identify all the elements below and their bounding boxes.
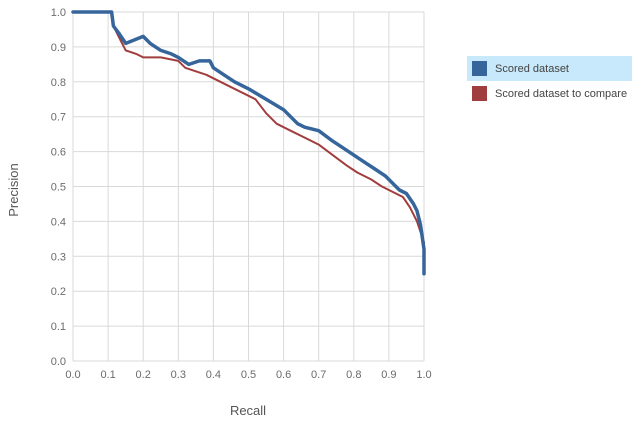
x-tick-label: 0.2 (136, 369, 151, 381)
y-tick-label: 0.0 (51, 356, 66, 368)
x-tick-label: 0.6 (276, 369, 291, 381)
x-axis-title: Recall (230, 403, 266, 418)
grid-lines (72, 11, 425, 362)
y-tick-label: 0.4 (51, 216, 66, 228)
series-line-scored-dataset[interactable] (71, 10, 426, 276)
x-tick-label: 0.3 (171, 369, 186, 381)
x-tick-labels: 0.0 0.1 0.2 0.3 0.4 0.5 0.6 0.7 0.8 0.9 1.0 (65, 369, 431, 381)
y-tick-label: 0.3 (51, 251, 66, 263)
legend-swatch (472, 61, 487, 76)
legend-swatch (472, 86, 487, 101)
y-tick-label: 0.2 (51, 286, 66, 298)
legend: Scored dataset Scored dataset to compare (467, 56, 632, 106)
x-tick-label: 0.9 (381, 369, 396, 381)
y-tick-label: 0.9 (51, 42, 66, 54)
x-tick-label: 0.0 (65, 369, 80, 381)
y-tick-label: 0.6 (51, 147, 66, 159)
legend-item-scored-dataset[interactable]: Scored dataset (467, 56, 632, 81)
legend-label: Scored dataset (495, 62, 569, 75)
series-line-scored-dataset-to-compare[interactable] (72, 11, 425, 275)
legend-item-scored-dataset-to-compare[interactable]: Scored dataset to compare (467, 81, 632, 106)
y-tick-labels: 0.0 0.1 0.2 0.3 0.4 0.5 0.6 0.7 0.8 0.9 1.0 (51, 7, 66, 368)
y-tick-label: 1.0 (51, 7, 66, 19)
y-axis-title: Precision (6, 163, 21, 216)
series-lines (71, 10, 426, 276)
x-tick-label: 1.0 (416, 369, 431, 381)
y-tick-label: 0.7 (51, 112, 66, 124)
x-tick-label: 0.4 (206, 369, 221, 381)
legend-label: Scored dataset to compare (495, 87, 628, 100)
x-tick-label: 0.7 (311, 369, 326, 381)
x-tick-label: 0.8 (346, 369, 361, 381)
y-tick-label: 0.1 (51, 321, 66, 333)
x-tick-label: 0.5 (241, 369, 256, 381)
x-tick-label: 0.1 (100, 369, 115, 381)
y-tick-label: 0.8 (51, 77, 66, 89)
y-tick-label: 0.5 (51, 182, 66, 194)
